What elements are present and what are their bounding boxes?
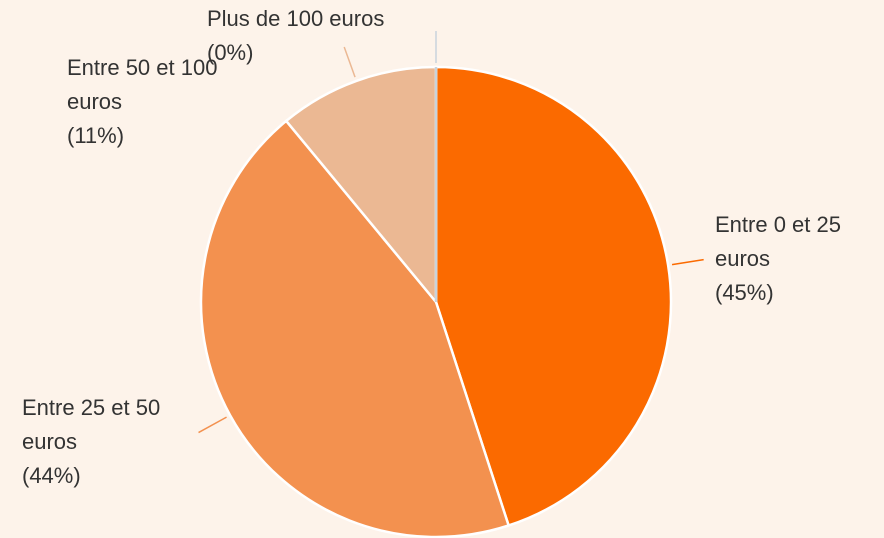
pie-slice: [199, 119, 511, 538]
leader-line: [343, 46, 356, 78]
slice-label: Entre 25 et 50 euros (44%): [22, 391, 202, 493]
slice-label: Entre 50 et 100 euros (11%): [67, 51, 262, 153]
category-label: Plus de 100 euros: [207, 6, 385, 31]
value-label: (0%): [207, 40, 254, 65]
slice-label: Entre 0 et 25 euros (45%): [715, 208, 875, 310]
category-label: Entre 50 et 100 euros: [67, 55, 218, 114]
leader-line: [198, 416, 227, 434]
category-label: Entre 0 et 25 euros: [715, 212, 841, 271]
value-label: (45%): [715, 280, 774, 305]
pie-slice: [434, 65, 673, 528]
category-label: Entre 25 et 50 euros: [22, 395, 161, 454]
leader-line: [671, 258, 704, 266]
value-label: (44%): [22, 463, 81, 488]
value-label: (11%): [67, 123, 125, 148]
pie-slice: [284, 65, 438, 306]
slice-label: Plus de 100 euros (0%): [207, 2, 467, 70]
